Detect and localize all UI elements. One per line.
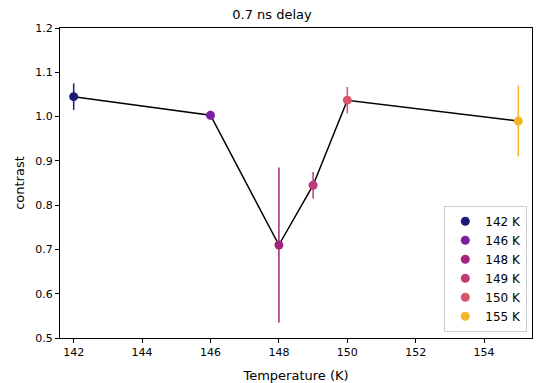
svg-text:142 K: 142 K [485,215,521,229]
svg-text:150: 150 [337,346,358,359]
svg-text:146: 146 [200,346,221,359]
svg-text:148: 148 [268,346,289,359]
svg-text:0.7: 0.7 [35,243,53,256]
svg-text:1.0: 1.0 [35,110,53,123]
svg-text:0.7 ns delay: 0.7 ns delay [232,7,312,22]
svg-text:1.1: 1.1 [35,66,53,79]
svg-text:149 K: 149 K [485,272,521,286]
svg-text:contrast: contrast [12,156,27,210]
svg-text:0.5: 0.5 [35,332,53,345]
svg-text:154: 154 [474,346,495,359]
svg-text:142: 142 [63,346,84,359]
svg-text:150 K: 150 K [485,291,521,305]
svg-text:146 K: 146 K [485,234,521,248]
svg-text:152: 152 [405,346,426,359]
svg-text:144: 144 [132,346,153,359]
svg-text:Temperature (K): Temperature (K) [242,368,348,383]
svg-text:0.6: 0.6 [35,288,53,301]
svg-text:1.2: 1.2 [35,22,53,35]
svg-text:0.9: 0.9 [35,155,53,168]
svg-text:155 K: 155 K [485,310,521,324]
svg-text:0.8: 0.8 [35,199,53,212]
svg-text:148 K: 148 K [485,253,521,267]
